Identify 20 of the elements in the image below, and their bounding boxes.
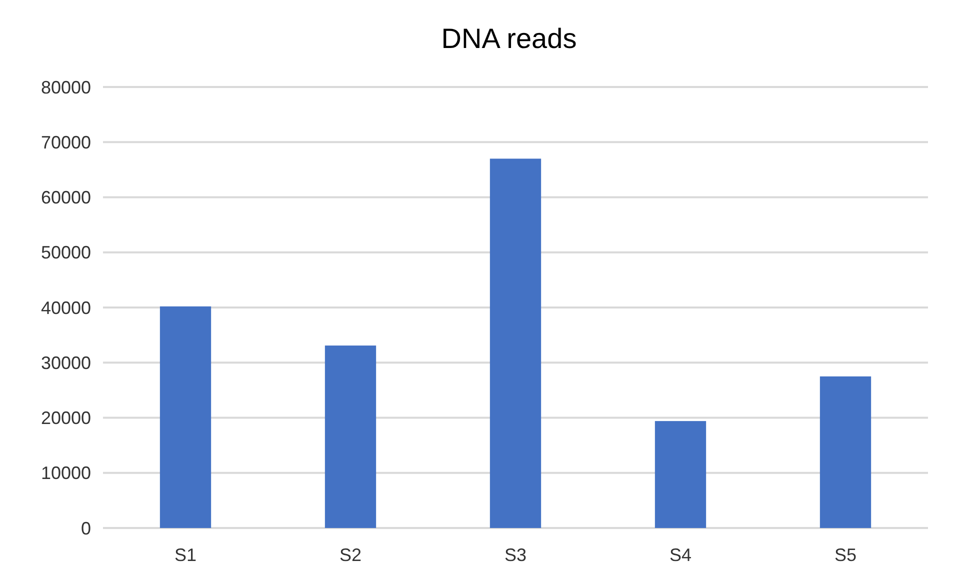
- x-tick-label: S5: [834, 545, 857, 564]
- x-tick-label: S4: [669, 545, 692, 564]
- y-tick-label: 80000: [40, 77, 91, 98]
- y-tick-label: 20000: [40, 408, 91, 428]
- bar: [820, 376, 872, 528]
- y-tick-label: 10000: [40, 463, 91, 484]
- x-tick-label: S3: [504, 545, 527, 564]
- y-tick-label: 60000: [40, 188, 91, 208]
- y-tick-label: 70000: [40, 132, 91, 152]
- chart-title: DNA reads: [441, 23, 577, 54]
- bar: [490, 158, 542, 528]
- y-tick-label: 40000: [40, 298, 91, 318]
- y-tick-label: 0: [80, 518, 91, 538]
- x-tick-label: S2: [339, 545, 362, 564]
- x-tick-label: S1: [174, 545, 197, 564]
- bar: [160, 306, 212, 528]
- bar: [654, 421, 706, 528]
- y-tick-label: 30000: [40, 352, 91, 373]
- y-tick-label: 50000: [40, 242, 91, 263]
- bar: [324, 346, 376, 528]
